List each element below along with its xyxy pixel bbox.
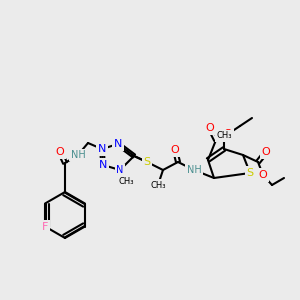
Text: CH₃: CH₃ (216, 131, 232, 140)
Text: N: N (98, 144, 106, 154)
Text: F: F (42, 221, 48, 232)
Text: N: N (114, 139, 122, 149)
Text: O: O (206, 123, 214, 133)
Text: N: N (99, 160, 107, 170)
Text: CH₃: CH₃ (150, 181, 166, 190)
Text: S: S (143, 157, 151, 167)
Text: O: O (262, 147, 270, 157)
Text: N: N (114, 139, 122, 149)
Text: N: N (116, 165, 124, 175)
Text: O: O (224, 129, 232, 139)
Text: NH: NH (70, 150, 86, 160)
Text: S: S (246, 168, 254, 178)
Text: CH₃: CH₃ (118, 178, 134, 187)
Text: O: O (259, 170, 267, 180)
Text: O: O (171, 145, 179, 155)
Text: O: O (56, 147, 64, 157)
Text: NH: NH (187, 165, 201, 175)
